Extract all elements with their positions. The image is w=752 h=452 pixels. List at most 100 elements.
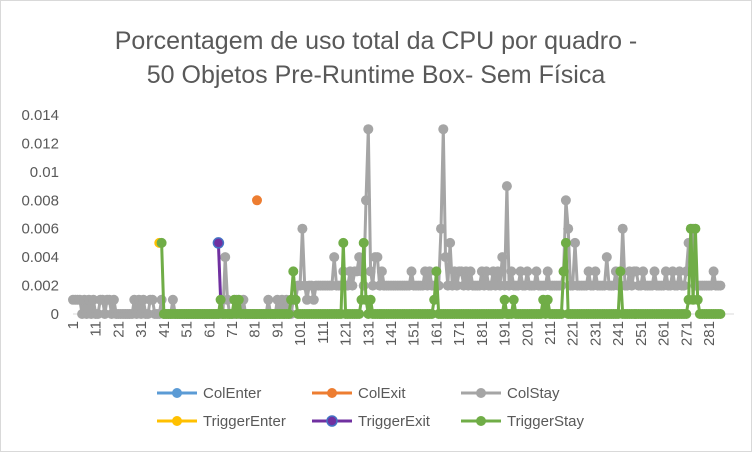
data-point-colstay bbox=[436, 223, 446, 234]
x-tick-label: 61 bbox=[201, 321, 218, 338]
x-tick-label: 31 bbox=[133, 321, 150, 338]
x-tick-label: 161 bbox=[428, 321, 445, 346]
data-point-triggerstay bbox=[431, 266, 442, 277]
data-point-colstay bbox=[438, 124, 449, 135]
series-layer bbox=[68, 124, 726, 319]
data-point-triggerstay bbox=[558, 266, 569, 277]
y-tick-label: 0.002 bbox=[21, 278, 59, 295]
data-point-triggerstay bbox=[499, 294, 510, 305]
legend-label: TriggerEnter bbox=[203, 413, 286, 430]
data-point-colstay bbox=[465, 266, 476, 277]
data-point-colstay bbox=[638, 266, 649, 277]
data-point-colstay bbox=[542, 266, 553, 277]
x-tick-label: 281 bbox=[701, 321, 718, 346]
y-tick-label: 0.014 bbox=[21, 107, 59, 124]
series-line-triggerexit bbox=[216, 242, 223, 300]
legend-swatch-marker bbox=[172, 416, 182, 426]
legend-label: ColExit bbox=[358, 385, 406, 402]
legend-item-colstay: ColStay bbox=[461, 385, 560, 402]
data-point-colexit bbox=[252, 195, 262, 206]
series-triggerstay bbox=[156, 223, 726, 319]
y-axis-tick-labels: 0 0.002 0.004 0.006 0.008 0.01 0.012 0.014 bbox=[21, 107, 59, 323]
x-tick-label: 191 bbox=[497, 321, 514, 346]
data-point-triggerstay bbox=[690, 223, 701, 234]
data-point-colstay bbox=[358, 280, 369, 291]
data-point-colstay bbox=[445, 237, 456, 248]
x-tick-label: 151 bbox=[406, 321, 423, 346]
data-point-triggerstay bbox=[156, 237, 167, 248]
x-tick-label: 231 bbox=[587, 321, 604, 346]
legend-item-triggerexit: TriggerExit bbox=[312, 413, 431, 430]
data-point-colstay bbox=[167, 294, 178, 305]
data-point-triggerstay bbox=[508, 294, 519, 305]
data-point-triggerstay bbox=[692, 294, 703, 305]
legend: ColEnter ColExit ColStay TriggerEnter Trigge… bbox=[157, 385, 584, 430]
x-tick-label: 171 bbox=[451, 321, 468, 346]
data-point-triggerstay bbox=[358, 237, 369, 248]
series-triggerexit bbox=[212, 237, 225, 300]
legend-swatch-marker bbox=[476, 388, 486, 398]
legend-label: TriggerStay bbox=[507, 413, 584, 430]
legend-swatch-marker bbox=[327, 388, 337, 398]
x-tick-label: 271 bbox=[678, 321, 695, 346]
legend-item-triggerstay: TriggerStay bbox=[461, 413, 584, 430]
data-point-colstay bbox=[522, 266, 533, 277]
x-tick-label: 21 bbox=[110, 321, 127, 338]
series-colstay bbox=[68, 124, 726, 319]
y-tick-label: 0.012 bbox=[21, 135, 59, 152]
x-tick-label: 181 bbox=[474, 321, 491, 346]
x-tick-label: 71 bbox=[224, 321, 241, 338]
data-point-colstay bbox=[88, 294, 99, 305]
data-point-colstay bbox=[347, 280, 358, 291]
data-point-colstay bbox=[308, 294, 319, 305]
legend-label: TriggerExit bbox=[358, 413, 431, 430]
y-tick-label: 0 bbox=[51, 306, 59, 323]
data-point-colstay bbox=[563, 223, 574, 234]
data-point-colstay bbox=[679, 280, 689, 291]
x-tick-label: 81 bbox=[247, 321, 264, 338]
y-tick-label: 0.008 bbox=[21, 192, 59, 209]
data-point-triggerstay bbox=[715, 309, 726, 319]
data-point-colstay bbox=[560, 195, 571, 206]
data-point-colstay bbox=[147, 294, 158, 305]
y-tick-label: 0.006 bbox=[21, 221, 59, 238]
x-tick-label: 211 bbox=[542, 321, 559, 345]
x-axis-tick-labels: 1 11 21 31 41 51 61 71 81 91 101 111 121 131 141 151 161… bbox=[65, 321, 718, 346]
data-point-colstay bbox=[440, 252, 451, 263]
data-point-colstay bbox=[501, 181, 512, 192]
data-point-triggerstay bbox=[290, 294, 301, 305]
x-tick-label: 141 bbox=[383, 321, 400, 346]
data-point-triggerstay bbox=[288, 266, 299, 277]
x-tick-label: 101 bbox=[292, 321, 309, 346]
x-tick-label: 41 bbox=[156, 321, 173, 338]
data-point-colstay bbox=[715, 280, 726, 291]
data-point-colstay bbox=[708, 266, 719, 277]
data-point-colstay bbox=[406, 266, 417, 277]
data-point-colstay bbox=[601, 252, 612, 263]
x-tick-label: 221 bbox=[565, 321, 582, 346]
data-point-colstay bbox=[649, 266, 660, 277]
chart-title-line-1: Porcentagem de uso total da CPU por quad… bbox=[115, 27, 638, 55]
data-point-colstay bbox=[590, 266, 601, 277]
data-point-colstay bbox=[263, 294, 274, 305]
legend-label: ColEnter bbox=[203, 385, 261, 402]
legend-item-triggerenter: TriggerEnter bbox=[157, 413, 286, 430]
legend-swatch-marker bbox=[326, 415, 338, 427]
data-point-triggerstay bbox=[542, 294, 553, 305]
data-point-colstay bbox=[297, 223, 308, 234]
data-point-colstay bbox=[531, 266, 542, 277]
data-point-triggerstay bbox=[354, 309, 365, 319]
data-point-colstay bbox=[329, 252, 340, 263]
x-tick-label: 251 bbox=[633, 321, 650, 346]
legend-item-colexit: ColExit bbox=[312, 385, 406, 402]
legend-label: ColStay bbox=[507, 385, 560, 402]
data-point-colstay bbox=[372, 252, 383, 263]
data-point-colstay bbox=[617, 223, 628, 234]
data-point-colstay bbox=[570, 237, 580, 248]
x-tick-label: 241 bbox=[610, 321, 627, 346]
series-colexit bbox=[252, 195, 262, 206]
data-point-triggerstay bbox=[429, 294, 440, 305]
data-point-triggerstay bbox=[233, 294, 244, 305]
x-tick-label: 91 bbox=[269, 321, 286, 338]
